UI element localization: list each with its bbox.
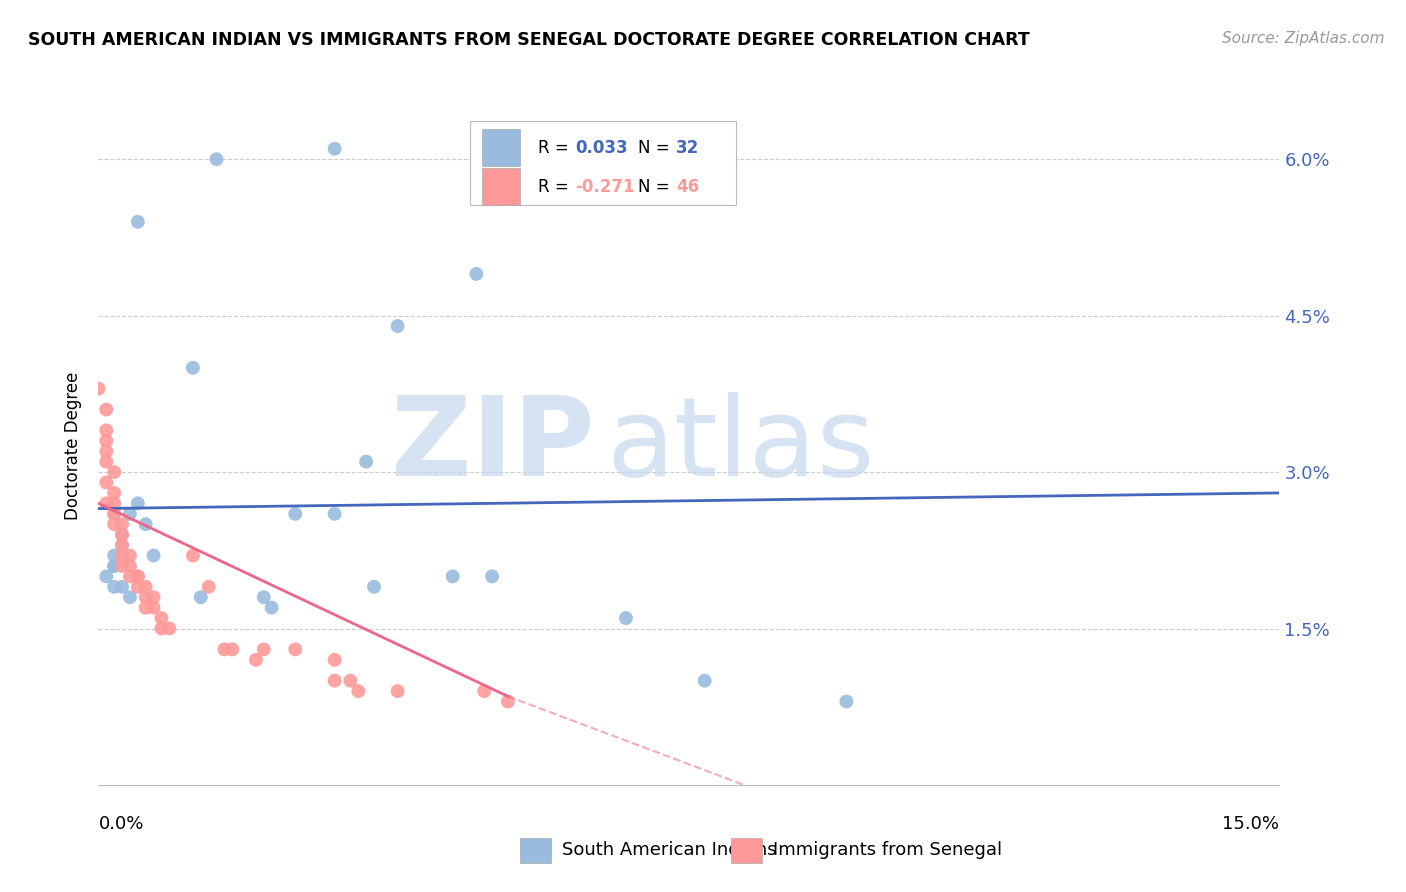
Text: SOUTH AMERICAN INDIAN VS IMMIGRANTS FROM SENEGAL DOCTORATE DEGREE CORRELATION CH: SOUTH AMERICAN INDIAN VS IMMIGRANTS FROM… (28, 31, 1029, 49)
Point (111, 580, 134, 594)
Point (496, 694, 519, 708)
Point (111, 517, 134, 532)
Point (103, 507, 125, 521)
Point (118, 569, 141, 583)
Point (127, 569, 149, 583)
Point (96, 455, 118, 469)
Point (142, 549, 165, 563)
Point (103, 507, 125, 521)
FancyBboxPatch shape (482, 168, 520, 205)
Point (347, 684, 370, 698)
Point (111, 538, 134, 552)
Point (323, 142, 346, 156)
Text: 15.0%: 15.0% (1222, 815, 1279, 833)
Point (118, 549, 141, 563)
Point (387, 684, 409, 698)
Point (214, 642, 236, 657)
Point (96, 423, 118, 437)
Point (118, 558, 141, 573)
Text: R =: R = (537, 139, 574, 157)
Point (150, 622, 173, 636)
Text: 0.033: 0.033 (575, 139, 628, 157)
Text: South American Indians: South American Indians (562, 841, 778, 859)
Point (127, 569, 149, 583)
Point (190, 591, 212, 605)
Point (103, 580, 125, 594)
Point (111, 527, 134, 541)
Point (127, 496, 149, 510)
Point (253, 642, 276, 657)
Point (323, 507, 346, 521)
Text: N =: N = (638, 139, 675, 157)
Point (96, 444, 118, 458)
Point (142, 591, 165, 605)
Point (284, 642, 307, 657)
Point (323, 673, 346, 688)
Point (103, 549, 125, 563)
Point (465, 267, 488, 281)
Point (103, 558, 125, 573)
Text: Immigrants from Senegal: Immigrants from Senegal (773, 841, 1002, 859)
Point (118, 507, 141, 521)
Text: ZIP: ZIP (391, 392, 595, 500)
Point (205, 152, 228, 166)
Point (260, 600, 283, 615)
Point (284, 507, 307, 521)
Text: atlas: atlas (606, 392, 875, 500)
Point (103, 465, 125, 479)
Point (472, 684, 495, 698)
Point (111, 549, 134, 563)
Text: 0.0%: 0.0% (98, 815, 143, 833)
Point (323, 653, 346, 667)
Point (245, 653, 267, 667)
Point (150, 611, 173, 625)
Point (253, 591, 276, 605)
Point (142, 600, 165, 615)
Text: 32: 32 (676, 139, 699, 157)
Point (157, 622, 180, 636)
Point (363, 580, 385, 594)
Point (103, 486, 125, 500)
Point (614, 611, 637, 625)
Point (96, 434, 118, 448)
Point (111, 538, 134, 552)
Point (87, 382, 110, 396)
Point (103, 496, 125, 510)
Point (96, 475, 118, 490)
Point (111, 527, 134, 541)
Point (127, 580, 149, 594)
Text: 46: 46 (676, 178, 699, 195)
Point (96, 496, 118, 510)
Point (354, 455, 377, 469)
Point (181, 360, 204, 375)
Text: Source: ZipAtlas.com: Source: ZipAtlas.com (1222, 31, 1385, 46)
Point (835, 694, 858, 708)
FancyBboxPatch shape (482, 129, 520, 166)
Point (135, 517, 157, 532)
Point (96, 402, 118, 417)
Point (441, 569, 464, 583)
Point (221, 642, 243, 657)
Point (181, 549, 204, 563)
Point (135, 600, 157, 615)
Point (103, 517, 125, 532)
Point (135, 591, 157, 605)
Point (127, 215, 149, 229)
Point (197, 580, 219, 594)
Point (135, 580, 157, 594)
Point (339, 673, 361, 688)
Y-axis label: Doctorate Degree: Doctorate Degree (65, 372, 83, 520)
Point (693, 673, 716, 688)
Point (481, 569, 503, 583)
Text: N =: N = (638, 178, 675, 195)
Text: R =: R = (537, 178, 574, 195)
FancyBboxPatch shape (471, 120, 737, 205)
Point (111, 558, 134, 573)
Point (118, 591, 141, 605)
Point (103, 558, 125, 573)
Point (387, 319, 409, 334)
Text: -0.271: -0.271 (575, 178, 636, 195)
Point (96, 569, 118, 583)
